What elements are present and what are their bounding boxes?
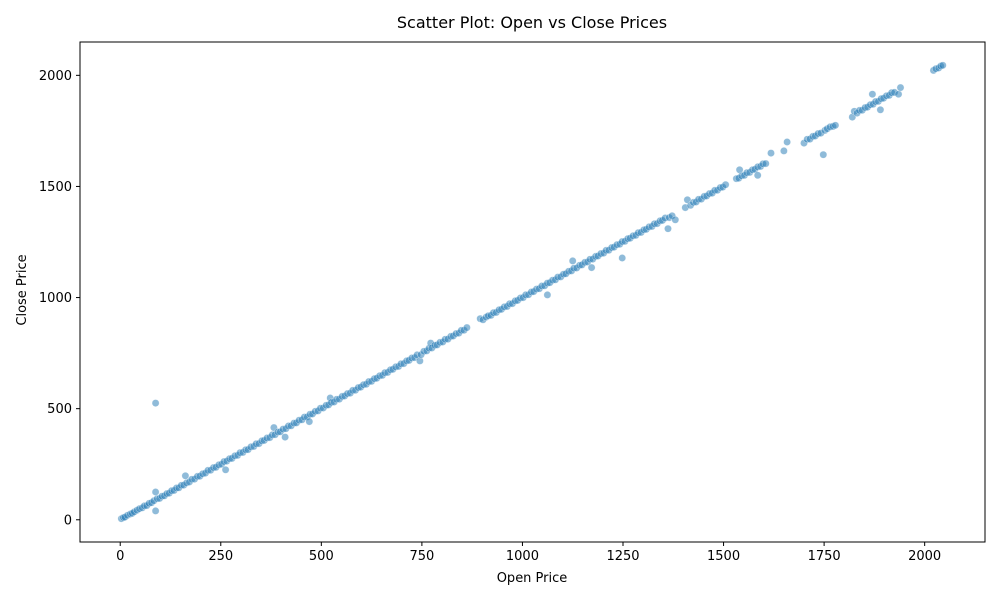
y-tick-label: 0 — [64, 513, 72, 528]
data-point — [151, 488, 160, 496]
data-point — [151, 507, 160, 515]
y-axis-label: Close Price — [15, 254, 30, 325]
data-point — [618, 254, 627, 262]
plot-frame — [79, 41, 986, 543]
data-point — [664, 224, 672, 233]
x-axis-ticks: 0 250 500 750 1000 1250 1500 1750 2000 — [116, 542, 941, 564]
data-point — [221, 465, 230, 474]
data-point — [761, 159, 770, 168]
data-point — [151, 399, 160, 407]
data-point — [568, 257, 577, 265]
chart-title: Scatter Plot: Open vs Close Prices — [397, 13, 667, 32]
data-point — [831, 121, 840, 130]
y-tick-label: 1000 — [39, 291, 72, 306]
data-point — [896, 83, 905, 92]
x-tick-label: 500 — [309, 549, 334, 564]
data-point — [721, 180, 730, 189]
data-point — [819, 150, 828, 159]
data-point — [876, 105, 885, 114]
data-point — [587, 263, 596, 272]
x-axis-label: Open Price — [497, 571, 568, 586]
data-point — [671, 215, 680, 224]
x-tick-label: 0 — [116, 549, 124, 564]
data-point — [780, 147, 788, 155]
data-point — [767, 149, 775, 157]
x-tick-label: 2000 — [908, 549, 941, 564]
x-tick-label: 1000 — [506, 549, 539, 564]
data-point — [181, 471, 190, 480]
y-tick-label: 1500 — [39, 180, 72, 195]
data-point — [868, 90, 877, 99]
data-point — [783, 138, 791, 146]
data-point — [938, 61, 947, 70]
x-tick-label: 250 — [208, 549, 233, 564]
y-axis-ticks: 0 500 1000 1500 2000 — [39, 69, 80, 528]
data-point — [463, 323, 471, 332]
x-tick-label: 1500 — [707, 549, 740, 564]
y-tick-label: 2000 — [39, 69, 72, 84]
data-point — [281, 433, 289, 441]
data-point — [305, 417, 314, 426]
plot-area: 0 250 500 750 1000 1250 1500 1750 2000 0 500 1000 1… — [39, 41, 986, 564]
data-point — [753, 171, 762, 180]
data-point — [543, 291, 552, 299]
x-tick-label: 750 — [409, 549, 434, 564]
data-points — [117, 61, 947, 523]
y-tick-label: 500 — [47, 402, 72, 417]
data-point — [416, 357, 424, 365]
x-tick-label: 1750 — [808, 549, 841, 564]
data-point — [894, 90, 903, 99]
x-tick-label: 1250 — [606, 549, 639, 564]
